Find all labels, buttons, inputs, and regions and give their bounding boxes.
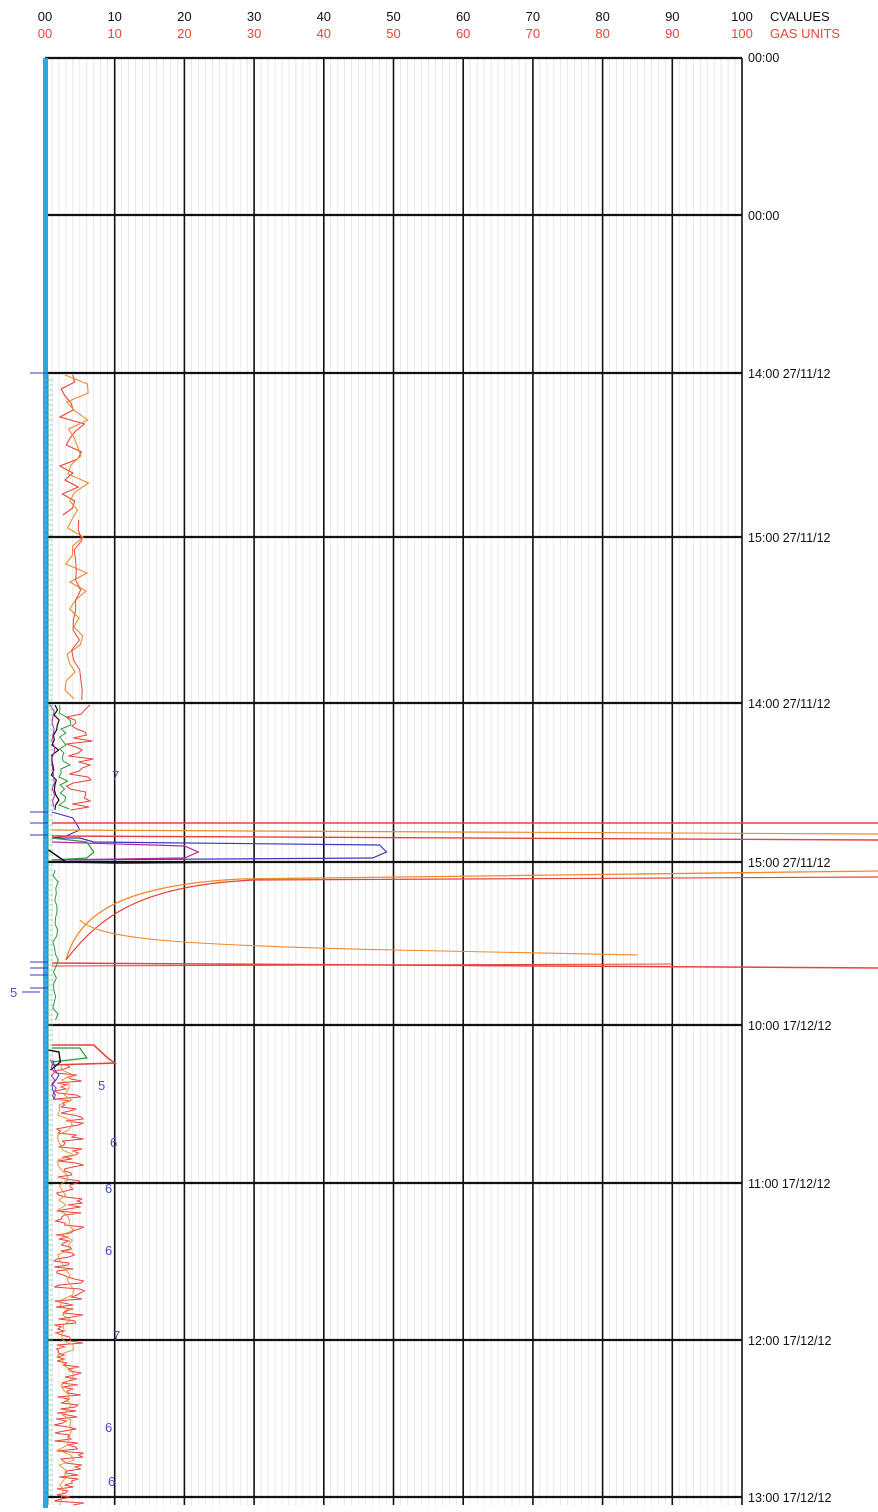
green-trace — [52, 869, 59, 1021]
annotation-label: 7 — [113, 1328, 120, 1343]
cvalue-tick-label: 70 — [526, 9, 540, 24]
cvalue-tick-label: 60 — [456, 9, 470, 24]
gas-long-line — [51, 963, 673, 967]
gas-tick-label: 40 — [317, 26, 331, 41]
gas-tick-label: 50 — [386, 26, 400, 41]
time-label: 13:00 17/12/12 — [748, 1491, 831, 1505]
green-block — [51, 1047, 88, 1063]
cvalue-tick-label: 50 — [386, 9, 400, 24]
labels: 00:00 00:00 14:00 27/11/12 15:00 27/11/12 14… — [10, 9, 840, 1505]
time-label: 10:00 17/12/12 — [748, 1019, 831, 1033]
orange-return-curve — [79, 919, 638, 956]
gas-units-axis-title: GAS UNITS — [770, 26, 840, 41]
gas-tick-label: 00 — [38, 26, 52, 41]
blue-trace — [51, 1059, 60, 1101]
gas-tick-label: 10 — [107, 26, 121, 41]
time-label: 15:00 27/11/12 — [748, 856, 831, 870]
orange-decay-curve — [65, 870, 878, 961]
gas-trace — [64, 704, 94, 811]
traces — [22, 58, 878, 1508]
blue-spike — [51, 837, 388, 861]
gas-trace — [71, 519, 83, 701]
cvalue-tick-label: 80 — [595, 9, 609, 24]
time-label: 11:00 17/12/12 — [748, 1177, 831, 1191]
time-label: 15:00 27/11/12 — [748, 531, 831, 545]
cvalue-tick-label: 20 — [177, 9, 191, 24]
time-label: 00:00 — [748, 51, 779, 65]
gas-block — [51, 1044, 118, 1066]
annotation-label: 6 — [108, 1474, 115, 1489]
cvalue-tick-label: 90 — [665, 9, 679, 24]
gas-long-line — [51, 962, 878, 969]
black-block — [48, 1049, 62, 1071]
magenta-trace — [49, 704, 56, 808]
gas-long-line — [51, 835, 878, 841]
gas-trace — [58, 374, 86, 516]
annotation-label: 5 — [98, 1078, 105, 1093]
annotation-label: 6 — [105, 1243, 112, 1258]
cvalue-tick-label: 10 — [107, 9, 121, 24]
gas-tick-label: 90 — [665, 26, 679, 41]
magenta-trace — [49, 1059, 57, 1101]
orange-trace — [56, 1064, 76, 1506]
green-trace — [58, 704, 72, 810]
annotation-label: 6 — [105, 1420, 112, 1435]
cvalues-axis-title: CVALUES — [770, 9, 830, 24]
gas-tick-label: 100 — [731, 26, 753, 41]
annotation-label: 6 — [110, 1135, 117, 1150]
black-spike — [48, 849, 255, 864]
gas-tick-label: 70 — [526, 26, 540, 41]
green-spike — [51, 837, 95, 861]
depth-track-bar — [43, 58, 48, 1508]
orange-trace — [64, 374, 90, 700]
gas-tick-label: 30 — [247, 26, 261, 41]
annotation-label: 7 — [112, 768, 119, 783]
grid — [45, 56, 743, 1505]
gas-trace — [52, 1064, 86, 1506]
orange-long-line — [51, 829, 878, 835]
cvalue-tick-label: 30 — [247, 9, 261, 24]
annotation-label: 6 — [105, 1181, 112, 1196]
cvalue-tick-label: 00 — [38, 9, 52, 24]
gas-tick-label: 20 — [177, 26, 191, 41]
gas-tick-label: 60 — [456, 26, 470, 41]
gas-decay-curve — [65, 876, 878, 961]
time-label: 14:00 27/11/12 — [748, 697, 831, 711]
magenta-spike — [51, 841, 200, 861]
time-label: 14:00 27/11/12 — [748, 367, 831, 381]
gas-tick-label: 80 — [595, 26, 609, 41]
time-label: 12:00 17/12/12 — [748, 1334, 831, 1348]
annotation-label: 5 — [10, 985, 17, 1000]
time-label: 00:00 — [748, 209, 779, 223]
cvalue-tick-label: 40 — [317, 9, 331, 24]
cvalue-tick-label: 100 — [731, 9, 753, 24]
